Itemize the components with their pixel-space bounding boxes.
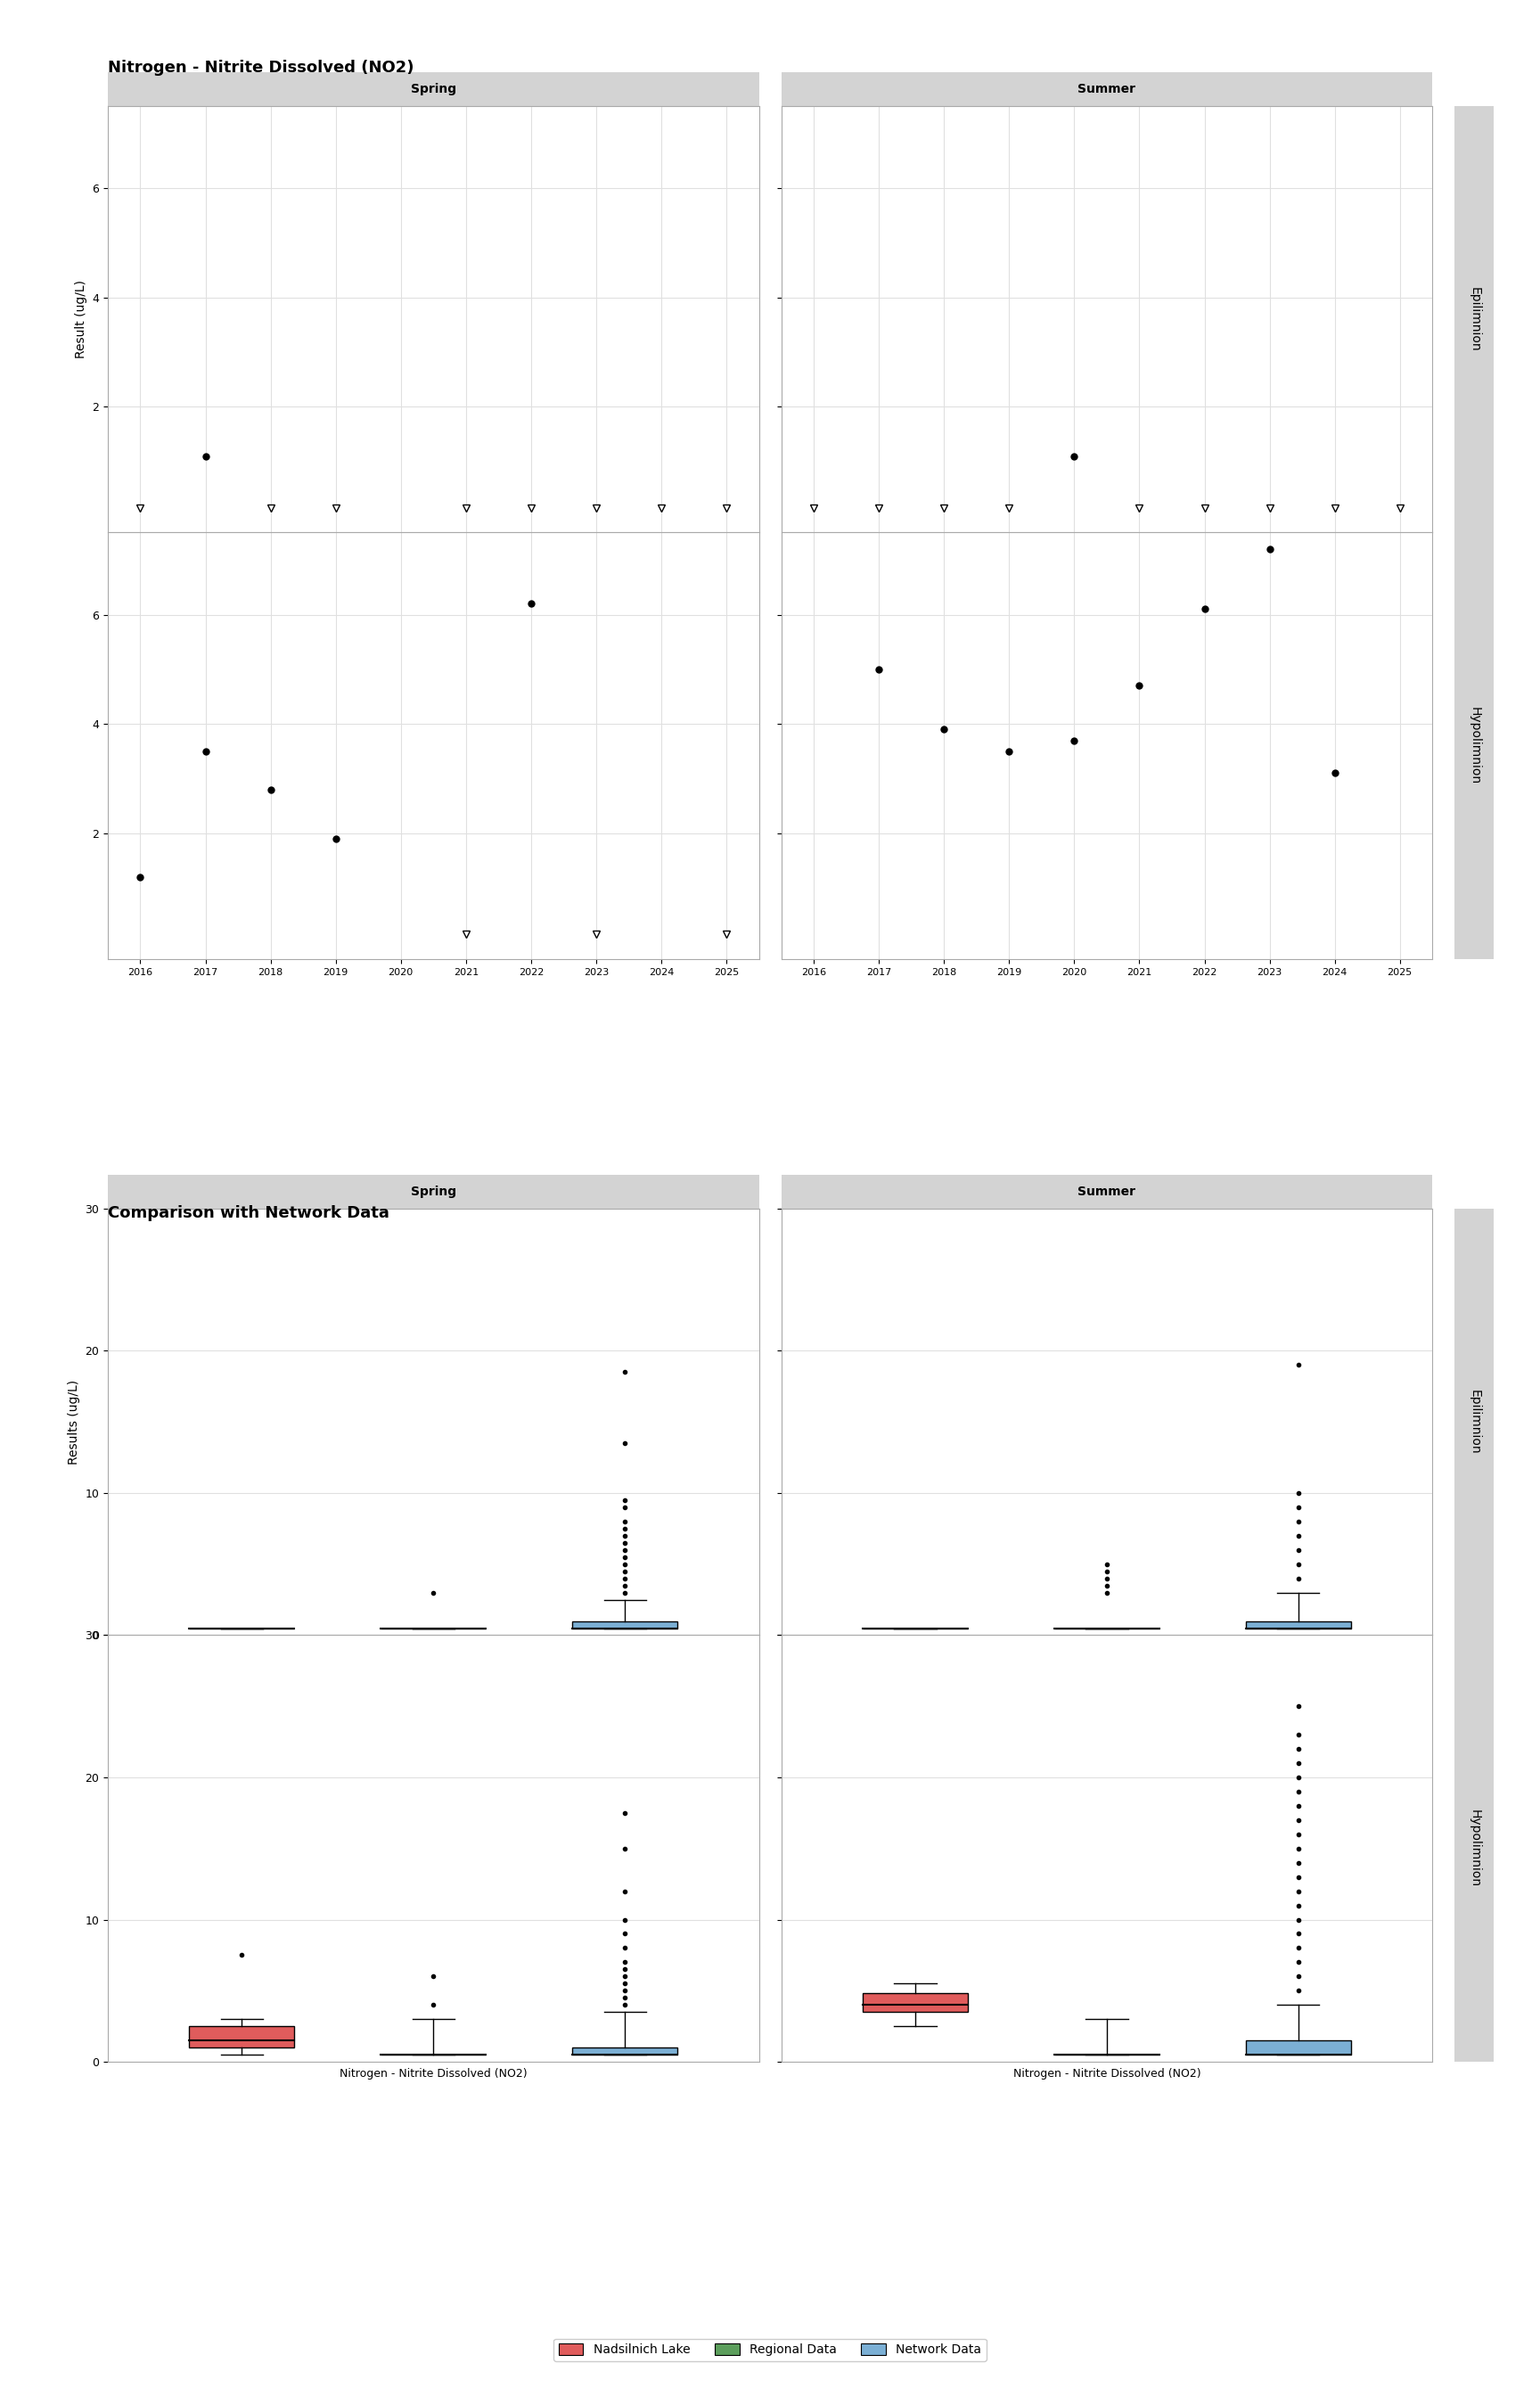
Text: Spring: Spring: [411, 84, 456, 96]
FancyBboxPatch shape: [1246, 2041, 1351, 2056]
FancyBboxPatch shape: [189, 2027, 294, 2049]
FancyBboxPatch shape: [573, 2049, 678, 2056]
X-axis label: Nitrogen - Nitrite Dissolved (NO2): Nitrogen - Nitrite Dissolved (NO2): [339, 2068, 527, 2080]
Text: Hypolimnion: Hypolimnion: [1468, 707, 1480, 786]
Text: Spring: Spring: [411, 1186, 456, 1198]
FancyBboxPatch shape: [862, 1993, 969, 2013]
Text: Summer: Summer: [1078, 1186, 1137, 1198]
FancyBboxPatch shape: [573, 1622, 678, 1629]
Y-axis label: Results (ug/L): Results (ug/L): [68, 1380, 80, 1464]
X-axis label: Nitrogen - Nitrite Dissolved (NO2): Nitrogen - Nitrite Dissolved (NO2): [1013, 2068, 1201, 2080]
FancyBboxPatch shape: [1246, 1622, 1351, 1629]
Text: Summer: Summer: [1078, 84, 1137, 96]
Text: Comparison with Network Data: Comparison with Network Data: [108, 1205, 390, 1222]
Text: Hypolimnion: Hypolimnion: [1468, 1809, 1480, 1888]
Text: Epilimnion: Epilimnion: [1468, 288, 1480, 352]
Y-axis label: Result (ug/L): Result (ug/L): [74, 280, 88, 359]
Text: Nitrogen - Nitrite Dissolved (NO2): Nitrogen - Nitrite Dissolved (NO2): [108, 60, 414, 77]
Legend: Nadsilnich Lake, Regional Data, Network Data: Nadsilnich Lake, Regional Data, Network …: [553, 2338, 987, 2360]
Text: Epilimnion: Epilimnion: [1468, 1390, 1480, 1454]
